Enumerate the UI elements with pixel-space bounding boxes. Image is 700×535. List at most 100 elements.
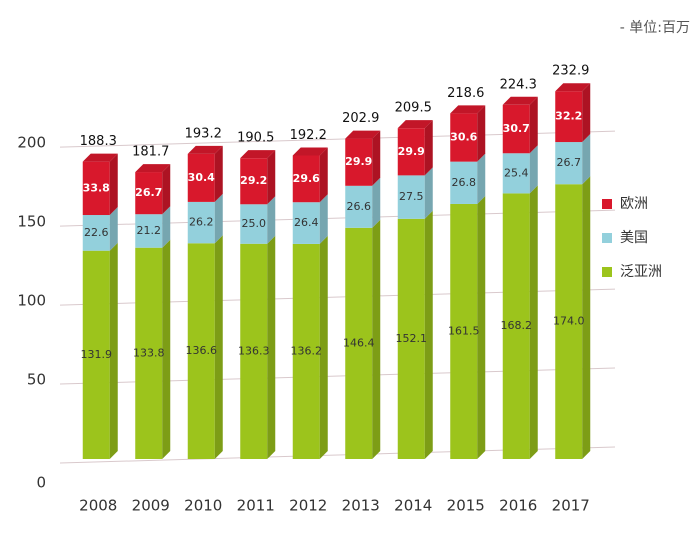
bar-top bbox=[292, 147, 328, 156]
bar-segment bbox=[450, 161, 478, 204]
data-label: 30.4 bbox=[188, 171, 215, 184]
bar-side bbox=[529, 185, 538, 460]
bar-segment bbox=[345, 138, 373, 186]
bar-segment bbox=[240, 204, 268, 244]
bar-segment bbox=[555, 184, 583, 459]
bar-segment bbox=[397, 218, 425, 459]
total-label: 181.7 bbox=[132, 145, 169, 160]
bar-segment bbox=[450, 203, 478, 459]
data-label: 174.0 bbox=[553, 315, 585, 328]
bar-side bbox=[477, 153, 486, 204]
y-tick-label: 100 bbox=[17, 292, 46, 310]
bar-segment bbox=[240, 158, 268, 205]
x-tick-label: 2017 bbox=[552, 497, 590, 515]
data-label: 146.4 bbox=[343, 336, 375, 349]
bar-segment bbox=[82, 250, 110, 459]
bar-side bbox=[214, 145, 223, 202]
bar-segment bbox=[240, 243, 268, 459]
total-label: 232.9 bbox=[552, 64, 589, 79]
bar-segment bbox=[555, 142, 583, 185]
bar-side bbox=[529, 96, 538, 154]
data-label: 21.2 bbox=[137, 224, 162, 237]
data-label: 168.2 bbox=[501, 319, 533, 332]
data-label: 29.6 bbox=[293, 172, 320, 185]
data-label: 26.2 bbox=[189, 216, 214, 229]
bar-segment bbox=[135, 247, 163, 459]
bar-side bbox=[214, 193, 223, 244]
bar-segment bbox=[292, 155, 320, 203]
total-label: 193.2 bbox=[185, 126, 222, 141]
bar-side bbox=[267, 196, 276, 244]
data-label: 25.4 bbox=[504, 166, 529, 179]
data-label: 29.9 bbox=[398, 145, 425, 158]
x-tick-label: 2014 bbox=[394, 497, 432, 515]
data-label: 29.9 bbox=[345, 155, 372, 168]
x-tick-label: 2010 bbox=[184, 497, 222, 515]
bar-top bbox=[82, 153, 118, 162]
x-tick-label: 2008 bbox=[79, 497, 117, 515]
data-label: 152.1 bbox=[396, 332, 428, 345]
bar-segment bbox=[345, 185, 373, 228]
bar-segment bbox=[397, 128, 425, 176]
data-label: 161.5 bbox=[448, 324, 480, 337]
legend-swatch bbox=[602, 199, 612, 209]
unit-label: - 单位:百万 bbox=[620, 20, 690, 36]
bar-side bbox=[372, 130, 381, 186]
bar-segment bbox=[502, 104, 530, 154]
bar-segment bbox=[82, 215, 110, 251]
bar-segment bbox=[292, 243, 320, 459]
x-tick-label: 2012 bbox=[289, 497, 327, 515]
y-tick-label: 150 bbox=[17, 213, 46, 231]
bar-top bbox=[397, 120, 433, 129]
total-label: 224.3 bbox=[500, 77, 537, 92]
bar-top bbox=[502, 96, 538, 105]
bar-top bbox=[135, 164, 171, 173]
bar-segment bbox=[187, 243, 215, 459]
total-label: 192.2 bbox=[290, 128, 327, 143]
data-label: 22.6 bbox=[84, 226, 109, 239]
x-tick-label: 2011 bbox=[237, 497, 275, 515]
x-tick-label: 2016 bbox=[499, 497, 537, 515]
bar-side bbox=[424, 120, 433, 176]
data-label: 33.8 bbox=[83, 181, 110, 194]
bar-side bbox=[477, 105, 486, 162]
bar-segment bbox=[345, 227, 373, 459]
data-label: 30.7 bbox=[503, 122, 530, 135]
bar-segment bbox=[397, 175, 425, 219]
x-tick-label: 2009 bbox=[132, 497, 170, 515]
legend-label: 美国 bbox=[620, 230, 648, 246]
total-label: 190.5 bbox=[237, 131, 274, 146]
data-label: 26.8 bbox=[452, 176, 477, 189]
bar-side bbox=[162, 164, 171, 215]
total-label: 218.6 bbox=[447, 86, 484, 101]
bar-side bbox=[319, 235, 328, 459]
legend-swatch bbox=[602, 233, 612, 243]
bar-side bbox=[162, 239, 171, 459]
x-tick-label: 2013 bbox=[342, 497, 380, 515]
bar-segment bbox=[187, 153, 215, 202]
bar-side bbox=[529, 145, 538, 194]
bar-segment bbox=[187, 201, 215, 244]
bar-top bbox=[555, 83, 591, 92]
legend-label: 泛亚洲 bbox=[620, 264, 662, 280]
data-label: 133.8 bbox=[133, 346, 165, 359]
bar-side bbox=[267, 150, 276, 205]
data-label: 136.2 bbox=[291, 344, 323, 357]
bar-side bbox=[372, 219, 381, 459]
bar-segment bbox=[82, 161, 110, 216]
data-label: 25.0 bbox=[242, 217, 267, 230]
bar-segment bbox=[135, 214, 163, 248]
bar-side bbox=[267, 235, 276, 459]
bar-top bbox=[240, 150, 276, 159]
bar-side bbox=[319, 194, 328, 244]
x-tick-label: 2015 bbox=[447, 497, 485, 515]
data-label: 136.3 bbox=[238, 344, 270, 357]
bar-top bbox=[450, 105, 486, 114]
bar-side bbox=[109, 242, 118, 459]
y-tick-label: 50 bbox=[27, 371, 46, 389]
bar-side bbox=[372, 177, 381, 228]
bar-top bbox=[187, 145, 223, 154]
data-label: 30.6 bbox=[450, 130, 477, 143]
y-tick-label: 200 bbox=[17, 134, 46, 152]
